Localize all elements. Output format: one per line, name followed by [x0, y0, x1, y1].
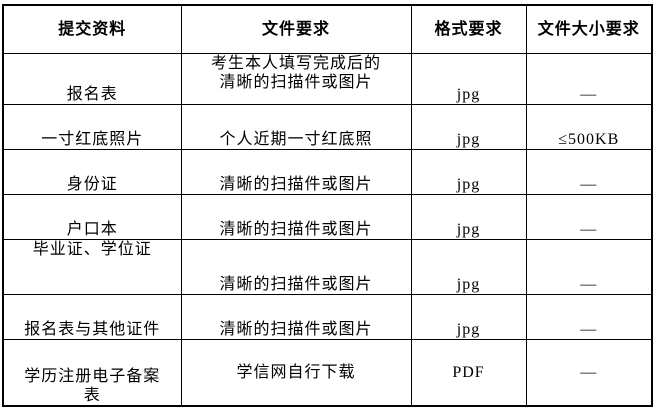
cell-requirement: 学信网自行下载: [180, 338, 412, 407]
cell-size-limit: ≤500KB: [525, 103, 653, 150]
cell-material: 报名表与其他证件: [2, 293, 182, 340]
cell-requirement: 考生本人填写完成后的 清晰的扫描件或图片: [180, 52, 412, 105]
header-material: 提交资料: [2, 4, 182, 54]
table-row: 学历注册电子备案 表 学信网自行下载 PDF —: [2, 338, 653, 407]
cell-format: jpg: [410, 293, 527, 340]
cell-size-limit: —: [525, 148, 653, 195]
cell-format: jpg: [410, 238, 527, 295]
table-row: 户口本 清晰的扫描件或图片 jpg —: [2, 193, 653, 240]
cell-format: jpg: [410, 148, 527, 195]
cell-material: 户口本: [2, 193, 182, 240]
cell-requirement: 清晰的扫描件或图片: [180, 148, 412, 195]
cell-size-limit: —: [525, 338, 653, 407]
cell-requirement: 清晰的扫描件或图片: [180, 238, 412, 295]
cell-material: 报名表: [2, 52, 182, 105]
table-row: 身份证 清晰的扫描件或图片 jpg —: [2, 148, 653, 195]
cell-material: 学历注册电子备案 表: [2, 338, 182, 407]
cell-format: PDF: [410, 338, 527, 407]
cell-format: jpg: [410, 193, 527, 240]
cell-size-limit: —: [525, 293, 653, 340]
cell-requirement: 清晰的扫描件或图片: [180, 193, 412, 240]
cell-material: 毕业证、学位证: [2, 238, 182, 295]
cell-requirement: 个人近期一寸红底照: [180, 103, 412, 150]
table-row: 报名表 考生本人填写完成后的 清晰的扫描件或图片 jpg —: [2, 52, 653, 105]
submission-requirements-table: 提交资料 文件要求 格式要求 文件大小要求 报名表 考生本人填写完成后的 清晰的…: [2, 4, 653, 407]
header-file-requirement: 文件要求: [180, 4, 412, 54]
table-header-row: 提交资料 文件要求 格式要求 文件大小要求: [2, 4, 653, 54]
cell-requirement: 清晰的扫描件或图片: [180, 293, 412, 340]
table-row: 一寸红底照片 个人近期一寸红底照 jpg ≤500KB: [2, 103, 653, 150]
cell-format: jpg: [410, 52, 527, 105]
table-row: 毕业证、学位证 清晰的扫描件或图片 jpg —: [2, 238, 653, 295]
cell-material: 身份证: [2, 148, 182, 195]
cell-size-limit: —: [525, 238, 653, 295]
cell-size-limit: —: [525, 193, 653, 240]
cell-material: 一寸红底照片: [2, 103, 182, 150]
header-size-requirement: 文件大小要求: [525, 4, 653, 54]
cell-format: jpg: [410, 103, 527, 150]
cell-size-limit: —: [525, 52, 653, 105]
table-row: 报名表与其他证件 清晰的扫描件或图片 jpg —: [2, 293, 653, 340]
header-format-requirement: 格式要求: [410, 4, 527, 54]
